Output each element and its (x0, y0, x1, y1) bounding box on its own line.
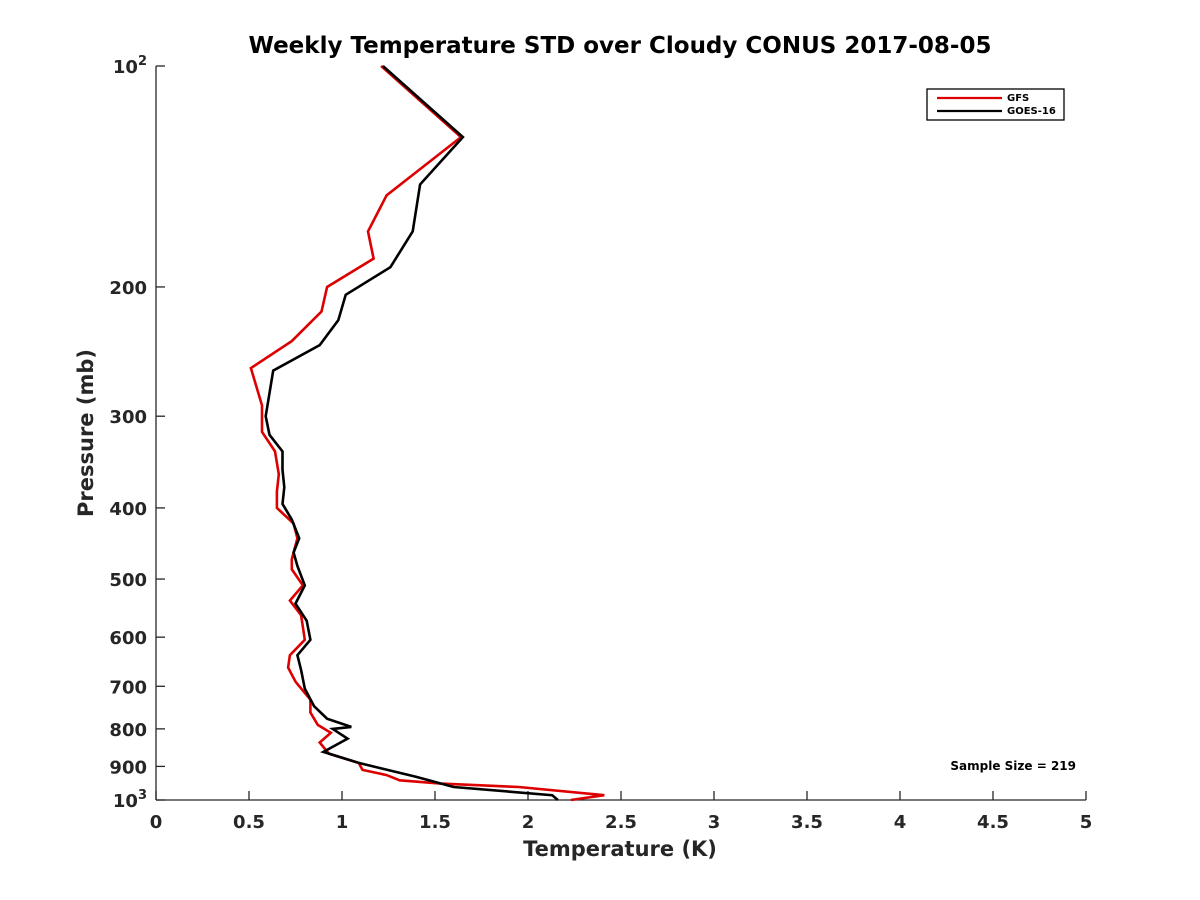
y-axis-label: Pressure (mb) (74, 349, 98, 517)
series-line-gfs (249, 65, 605, 802)
y-tick-label: 800 (109, 720, 147, 741)
x-tick-label: 5 (1080, 812, 1093, 833)
y-tick-label: 103 (113, 788, 147, 812)
x-tick-label: 1 (336, 812, 349, 833)
y-tick-label: 102 (113, 54, 147, 78)
y-tick-label: 300 (109, 407, 147, 428)
y-tick-label: 600 (109, 628, 147, 649)
x-tick-label: 4 (894, 812, 907, 833)
sample-size-annotation: Sample Size = 219 (950, 759, 1076, 773)
x-axis-ticks: 0 0.5 1 1.5 2 2.5 3 3.5 4 4.5 5 (150, 791, 1093, 833)
x-tick-label: 2 (522, 812, 535, 833)
x-tick-label: 3.5 (791, 812, 823, 833)
x-tick-label: 0 (150, 812, 163, 833)
y-axis-ticks: 102 200 300 400 500 600 700 800 900 103 (109, 54, 165, 812)
chart-title: Weekly Temperature STD over Cloudy CONUS… (249, 33, 992, 59)
y-tick-label: 400 (109, 499, 147, 520)
x-tick-label: 2.5 (605, 812, 637, 833)
legend-label-gfs: GFS (1007, 93, 1029, 104)
legend-box (926, 88, 1065, 121)
x-tick-label: 4.5 (977, 812, 1009, 833)
plot-area (155, 66, 1086, 801)
legend-label-goes-16: GOES-16 (1007, 106, 1056, 117)
legend: GFS GOES-16 (926, 88, 1065, 121)
x-tick-label: 1.5 (419, 812, 451, 833)
series-line-goes-16 (264, 65, 559, 801)
y-tick-label: 500 (109, 570, 147, 591)
x-tick-label: 3 (708, 812, 721, 833)
y-tick-label: 200 (109, 278, 147, 299)
x-axis-label: Temperature (K) (523, 837, 717, 861)
y-tick-label: 700 (109, 677, 147, 698)
y-tick-label: 900 (109, 757, 147, 778)
series-layer (249, 65, 605, 802)
x-tick-label: 0.5 (233, 812, 265, 833)
